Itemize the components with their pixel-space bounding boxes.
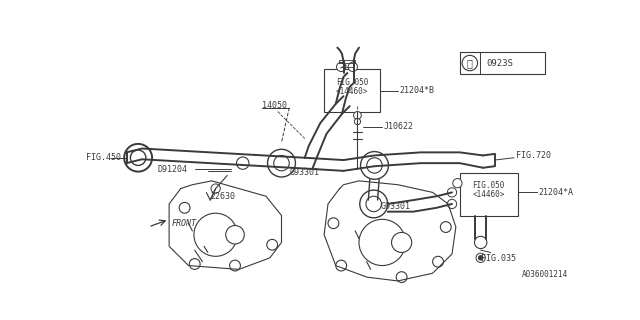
Circle shape <box>447 188 457 197</box>
Circle shape <box>337 62 346 71</box>
Circle shape <box>478 256 483 260</box>
Circle shape <box>452 179 462 188</box>
Text: 21204*B: 21204*B <box>399 86 435 95</box>
Text: 14050: 14050 <box>262 101 287 110</box>
Circle shape <box>440 222 451 232</box>
Text: 22630: 22630 <box>210 192 236 201</box>
Circle shape <box>348 62 358 71</box>
Circle shape <box>179 203 190 213</box>
Text: <14460>: <14460> <box>336 87 368 96</box>
FancyBboxPatch shape <box>460 173 518 215</box>
FancyBboxPatch shape <box>460 52 545 74</box>
FancyBboxPatch shape <box>324 69 380 112</box>
Circle shape <box>124 144 152 172</box>
Text: FIG.720: FIG.720 <box>516 151 550 160</box>
Circle shape <box>476 253 485 262</box>
Circle shape <box>131 150 146 165</box>
Text: A036001214: A036001214 <box>522 270 568 279</box>
Text: G93301: G93301 <box>381 202 411 211</box>
Circle shape <box>367 158 382 173</box>
Circle shape <box>189 259 200 269</box>
Circle shape <box>230 260 241 271</box>
Circle shape <box>274 156 289 171</box>
Circle shape <box>396 272 407 283</box>
Circle shape <box>355 118 360 124</box>
Circle shape <box>328 218 339 228</box>
Text: FRONT: FRONT <box>172 219 196 228</box>
Circle shape <box>336 260 347 271</box>
Text: D91204: D91204 <box>157 165 188 174</box>
Text: G93301: G93301 <box>289 168 319 177</box>
Circle shape <box>366 196 381 212</box>
Circle shape <box>474 236 487 249</box>
Circle shape <box>353 112 362 119</box>
Circle shape <box>447 199 457 209</box>
Circle shape <box>268 149 296 177</box>
Circle shape <box>194 213 237 256</box>
Text: FIG.450: FIG.450 <box>86 153 121 162</box>
Text: <14460>: <14460> <box>472 190 504 199</box>
Circle shape <box>211 184 220 193</box>
Text: 21204*A: 21204*A <box>539 188 574 197</box>
Text: 0923S: 0923S <box>486 59 513 68</box>
Circle shape <box>267 239 278 250</box>
Text: ①: ① <box>467 58 473 68</box>
Circle shape <box>392 232 412 252</box>
Text: FIG.035: FIG.035 <box>481 254 516 263</box>
Circle shape <box>462 55 477 71</box>
Text: FIG.050: FIG.050 <box>472 181 504 190</box>
Circle shape <box>237 157 249 169</box>
Text: J10622: J10622 <box>384 123 414 132</box>
Circle shape <box>433 256 444 267</box>
Circle shape <box>359 219 406 266</box>
Circle shape <box>360 152 388 179</box>
Circle shape <box>360 190 388 218</box>
Text: FIG.050: FIG.050 <box>336 78 368 87</box>
Circle shape <box>226 226 244 244</box>
